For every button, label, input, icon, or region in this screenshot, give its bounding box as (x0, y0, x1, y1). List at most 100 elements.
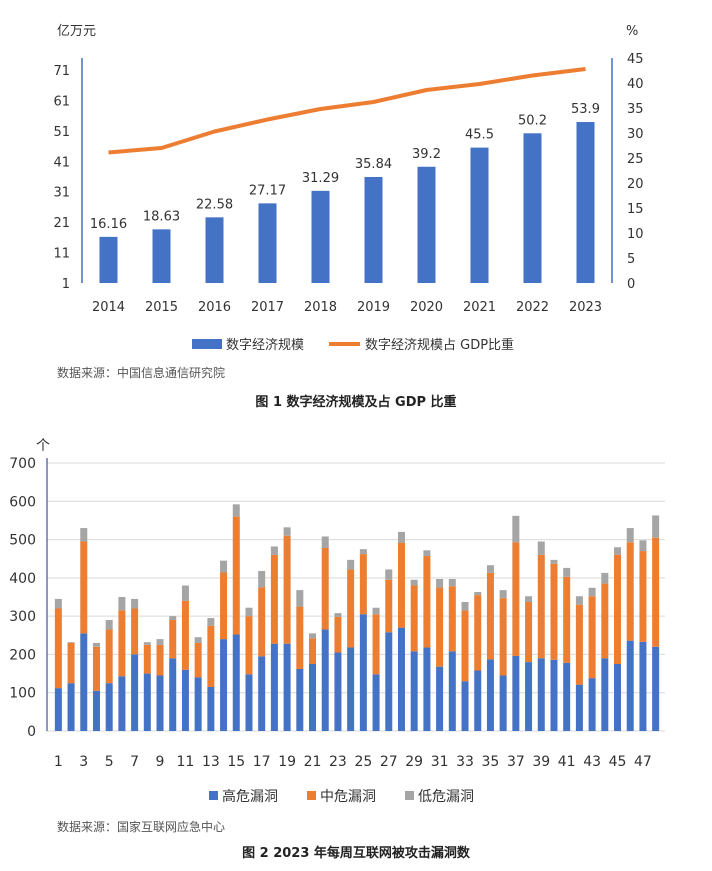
bar-segment-低危漏洞 (639, 540, 647, 552)
legend-line-label: 数字经济规模占 GDP比重 (365, 337, 514, 353)
y-tick-label: 0 (27, 724, 36, 740)
bar-segment-低危漏洞 (131, 598, 139, 609)
bar-segment-低危漏洞 (448, 579, 456, 587)
bar-segment-中危漏洞 (461, 610, 469, 682)
bar-segment-中危漏洞 (512, 542, 520, 656)
bar-segment-中危漏洞 (54, 608, 62, 689)
bar-segment-高危漏洞 (321, 629, 329, 731)
bar-segment-高危漏洞 (461, 681, 469, 731)
bar-segment-低危漏洞 (321, 536, 329, 548)
bar-segment-中危漏洞 (80, 541, 88, 634)
right-tick-label: 15 (627, 202, 644, 217)
bar-segment-中危漏洞 (143, 644, 151, 674)
bar-segment-高危漏洞 (232, 634, 240, 731)
bar-segment-低危漏洞 (54, 598, 62, 609)
data-label: 16.16 (90, 217, 127, 232)
bar-segment-低危漏洞 (537, 541, 545, 555)
bar-segment-高危漏洞 (143, 673, 151, 731)
y-tick-label: 200 (9, 647, 36, 663)
legend-swatch (209, 791, 218, 800)
data-label: 45.5 (465, 128, 494, 143)
bar-segment-中危漏洞 (448, 586, 456, 652)
chart2-source: 数据来源：国家互联网应急中心 (57, 820, 226, 834)
bar (311, 190, 330, 283)
bar-segment-高危漏洞 (423, 647, 431, 731)
bar-segment-高危漏洞 (448, 651, 456, 731)
bar-segment-高危漏洞 (588, 678, 596, 731)
bar-segment-中危漏洞 (626, 542, 634, 641)
bar-segment-高危漏洞 (156, 675, 164, 731)
left-tick-label: 21 (53, 216, 70, 231)
x-tick-label: 19 (278, 754, 296, 770)
x-tick-label: 37 (507, 754, 525, 770)
bar-segment-低危漏洞 (436, 579, 444, 588)
bar-segment-低危漏洞 (499, 590, 507, 599)
y-tick-label: 100 (9, 686, 36, 702)
bar-segment-低危漏洞 (525, 596, 533, 602)
bar-segment-低危漏洞 (588, 587, 596, 597)
bar-segment-高危漏洞 (67, 683, 75, 731)
bar-segment-低危漏洞 (652, 515, 660, 538)
right-tick-label: 30 (627, 127, 644, 142)
bar-segment-中危漏洞 (156, 644, 164, 676)
bar-segment-中危漏洞 (550, 563, 558, 660)
bar-segment-高危漏洞 (347, 647, 355, 731)
bar-segment-高危漏洞 (601, 658, 609, 731)
data-label: 31.29 (302, 171, 339, 186)
bar-segment-高危漏洞 (359, 614, 367, 731)
x-tick-label: 41 (558, 754, 576, 770)
bar-segment-中危漏洞 (181, 600, 189, 670)
bar-segment-高危漏洞 (296, 668, 304, 731)
bar-segment-中危漏洞 (601, 583, 609, 659)
x-tick-label: 2019 (357, 300, 390, 315)
bar-segment-低危漏洞 (563, 567, 571, 577)
bar-segment-低危漏洞 (220, 560, 228, 573)
bar-segment-高危漏洞 (486, 659, 494, 731)
bar-segment-中危漏洞 (499, 598, 507, 676)
right-tick-label: 20 (627, 177, 644, 192)
bar-segment-中危漏洞 (169, 619, 177, 659)
chart1-caption: 图 1 数字经济规模及占 GDP 比重 (255, 395, 457, 410)
bar-segment-中危漏洞 (334, 616, 342, 653)
bar-segment-高危漏洞 (181, 669, 189, 731)
bar-segment-低危漏洞 (296, 590, 304, 607)
bar-segment-中危漏洞 (537, 554, 545, 659)
x-tick-label: 29 (405, 754, 423, 770)
x-tick-label: 1 (54, 754, 63, 770)
bar-segment-中危漏洞 (194, 642, 202, 678)
x-tick-label: 2014 (92, 300, 125, 315)
x-tick-label: 2021 (463, 300, 496, 315)
bar-segment-高危漏洞 (169, 658, 177, 731)
bar-segment-中危漏洞 (652, 537, 660, 647)
bar-segment-低危漏洞 (118, 597, 126, 611)
x-tick-label: 2017 (251, 300, 284, 315)
bar-segment-中危漏洞 (347, 569, 355, 648)
bar-segment-低危漏洞 (309, 633, 317, 639)
x-tick-label: 43 (583, 754, 601, 770)
bar-segment-低危漏洞 (423, 550, 431, 557)
bar-segment-低危漏洞 (372, 607, 380, 615)
x-tick-label: 2023 (569, 300, 602, 315)
bar-segment-高危漏洞 (499, 675, 507, 731)
bar-segment-低危漏洞 (156, 639, 164, 645)
bar-segment-低危漏洞 (143, 642, 151, 645)
bar-segment-高危漏洞 (626, 640, 634, 731)
data-label: 53.9 (571, 102, 600, 117)
bar-segment-中危漏洞 (321, 547, 329, 630)
bar-segment-低危漏洞 (614, 547, 622, 555)
x-tick-label: 35 (482, 754, 500, 770)
bar (417, 166, 436, 283)
bar-segment-中危漏洞 (309, 638, 317, 664)
bar-segment-高危漏洞 (410, 651, 418, 731)
x-tick-label: 2020 (410, 300, 443, 315)
right-tick-label: 35 (627, 102, 644, 117)
data-label: 35.84 (355, 157, 392, 172)
y-axis-unit: 个 (36, 438, 50, 454)
bar-segment-低危漏洞 (334, 613, 342, 617)
right-axis-unit: % (626, 24, 638, 39)
left-tick-label: 61 (53, 94, 70, 109)
x-tick-label: 2018 (304, 300, 337, 315)
bar-segment-低危漏洞 (347, 559, 355, 570)
bar-segment-高危漏洞 (372, 674, 380, 731)
